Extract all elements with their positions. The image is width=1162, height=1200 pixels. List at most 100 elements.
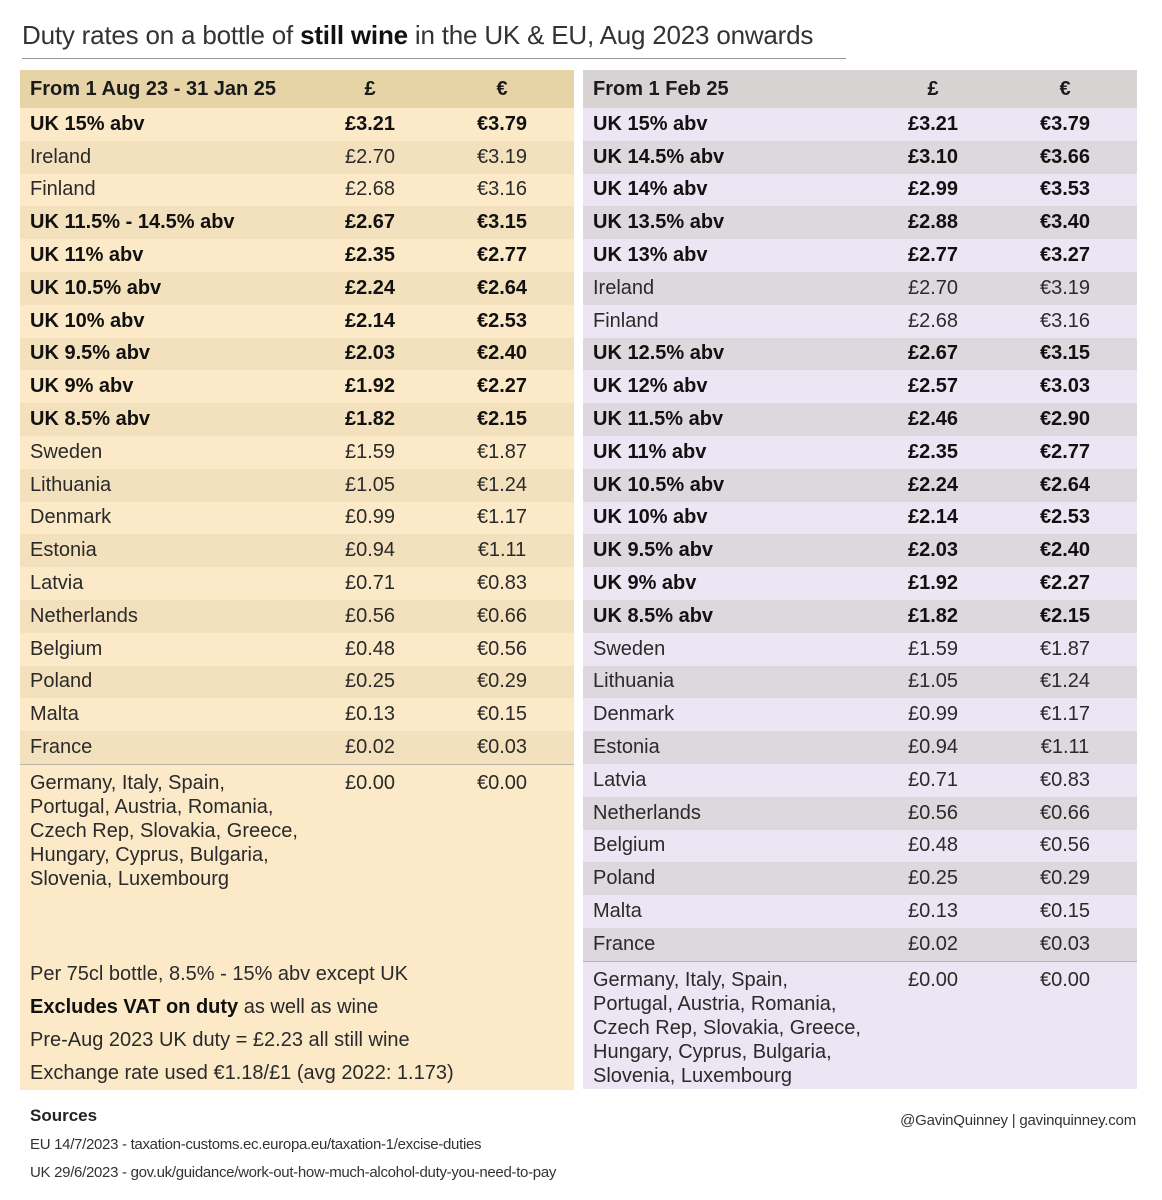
row-label: UK 11.5% abv <box>593 408 724 431</box>
row-gbp: £2.03 <box>344 342 396 365</box>
table-row: Finland £2.68 €3.16 <box>20 173 574 207</box>
row-label: UK 15% abv <box>30 112 145 135</box>
row-gbp: £2.57 <box>907 375 959 398</box>
note-per-bottle: Per 75cl bottle, 8.5% - 15% abv except U… <box>30 963 408 985</box>
row-eur: €0.66 <box>1039 801 1091 824</box>
row-gbp: £2.35 <box>344 244 396 267</box>
row-label: UK 12% abv <box>593 375 708 398</box>
row-gbp: £2.14 <box>344 309 396 332</box>
row-eur: €0.29 <box>476 670 528 693</box>
row-eur: €2.90 <box>1039 408 1091 431</box>
table-row: Malta £0.13 €0.15 <box>583 895 1137 928</box>
row-label: Belgium <box>30 637 103 660</box>
row-label: Belgium <box>593 834 666 857</box>
table-row: Malta £0.13 €0.15 <box>20 698 574 732</box>
row-eur: €2.27 <box>476 375 528 398</box>
table-row: UK 9.5% abv £2.03 €2.40 <box>583 534 1137 568</box>
row-eur: €1.87 <box>476 440 528 463</box>
row-label: UK 8.5% abv <box>593 604 714 627</box>
table-row: Netherlands £0.56 €0.66 <box>20 599 574 633</box>
table-row: Latvia £0.71 €0.83 <box>583 763 1137 797</box>
row-gbp: £1.05 <box>907 670 959 693</box>
row-eur: €2.64 <box>476 276 528 299</box>
row-label: UK 13.5% abv <box>593 211 725 234</box>
row-eur: €0.56 <box>476 637 528 660</box>
table-row: Belgium £0.48 €0.56 <box>583 829 1137 863</box>
row-label: UK 14.5% abv <box>593 145 725 168</box>
row-gbp: £2.68 <box>907 309 959 332</box>
table-body: UK 15% abv £3.21 €3.79 Ireland £2.70 €3.19 Fin… <box>20 108 574 764</box>
row-label: Netherlands <box>593 801 701 824</box>
row-gbp: £0.94 <box>907 736 959 759</box>
row-eur: €0.83 <box>476 572 528 595</box>
zero-duty-gbp: £0.00 <box>907 968 959 991</box>
row-label: Sweden <box>30 440 103 463</box>
footer: Sources EU 14/7/2023 - taxation-customs.… <box>0 1098 1162 1200</box>
table-row: Denmark £0.99 €1.17 <box>20 501 574 535</box>
row-eur: €1.24 <box>1039 670 1091 693</box>
row-eur: €1.87 <box>1039 637 1091 660</box>
table-row: UK 10% abv £2.14 €2.53 <box>20 304 574 338</box>
row-label: UK 9% abv <box>30 375 134 398</box>
row-gbp: £2.24 <box>344 276 396 299</box>
row-label: UK 13% abv <box>593 244 708 267</box>
row-eur: €2.40 <box>1039 539 1091 562</box>
row-label: UK 9% abv <box>593 572 697 595</box>
row-gbp: £3.21 <box>344 112 396 135</box>
row-label: Lithuania <box>593 670 675 693</box>
table-row: Belgium £0.48 €0.56 <box>20 632 574 666</box>
row-label: Lithuania <box>30 473 112 496</box>
row-gbp: £0.94 <box>344 539 396 562</box>
table-row: UK 11.5% abv £2.46 €2.90 <box>583 403 1137 436</box>
row-gbp: £0.99 <box>907 703 959 726</box>
note-exchange-rate: Exchange rate used €1.18/£1 (avg 2022: 1… <box>30 1062 454 1084</box>
row-label: France <box>30 736 93 759</box>
table-row: Sweden £1.59 €1.87 <box>20 435 574 469</box>
row-eur: €2.15 <box>476 408 528 431</box>
row-label: Malta <box>593 900 642 923</box>
row-label: France <box>593 932 656 955</box>
page-title: Duty rates on a bottle of still wine in … <box>22 18 862 58</box>
row-gbp: £0.99 <box>344 506 396 529</box>
row-label: UK 11% abv <box>593 440 707 463</box>
table-row: UK 8.5% abv £1.82 €2.15 <box>20 403 574 436</box>
row-gbp: £1.92 <box>344 375 396 398</box>
row-eur: €0.15 <box>476 703 528 726</box>
row-eur: €2.77 <box>1039 440 1091 463</box>
row-eur: €3.19 <box>476 145 528 168</box>
row-gbp: £2.46 <box>907 408 959 431</box>
row-eur: €0.56 <box>1039 834 1091 857</box>
row-label: Latvia <box>30 572 84 595</box>
header-eur: € <box>1059 77 1071 100</box>
notes: Per 75cl bottle, 8.5% - 15% abv except U… <box>30 958 454 1090</box>
table-row: UK 9% abv £1.92 €2.27 <box>20 370 574 404</box>
zero-duty-row: Germany, Italy, Spain, Portugal, Austria… <box>20 765 574 891</box>
table-row: Poland £0.25 €0.29 <box>583 862 1137 896</box>
row-label: UK 10.5% abv <box>30 276 162 299</box>
row-gbp: £0.71 <box>907 768 959 791</box>
table-row: Denmark £0.99 €1.17 <box>583 698 1137 732</box>
table-row: UK 14% abv £2.99 €3.53 <box>583 173 1137 207</box>
divider <box>20 763 574 765</box>
table-row: Lithuania £1.05 €1.24 <box>583 665 1137 699</box>
row-eur: €3.79 <box>1039 112 1091 135</box>
table-row: UK 13% abv £2.77 €3.27 <box>583 239 1137 272</box>
row-gbp: £2.70 <box>344 145 396 168</box>
zero-duty-countries: Germany, Italy, Spain, Portugal, Austria… <box>593 968 861 1087</box>
row-gbp: £2.88 <box>907 211 959 234</box>
row-label: UK 9.5% abv <box>30 342 151 365</box>
row-eur: €3.16 <box>476 178 528 201</box>
header-period: From 1 Aug 23 - 31 Jan 25 <box>30 77 277 100</box>
author-credit: @GavinQuinney | gavinquinney.com <box>900 1112 1136 1129</box>
row-gbp: £3.10 <box>907 145 959 168</box>
table-row: UK 11% abv £2.35 €2.77 <box>20 239 574 272</box>
zero-duty-eur: €0.00 <box>476 771 528 794</box>
table-row: UK 14.5% abv £3.10 €3.66 <box>583 140 1137 174</box>
row-label: Estonia <box>30 539 97 562</box>
zero-duty-gbp: £0.00 <box>344 771 396 794</box>
row-eur: €2.27 <box>1039 572 1091 595</box>
header-period: From 1 Feb 25 <box>593 77 729 100</box>
table-row: UK 11.5% - 14.5% abv £2.67 €3.15 <box>20 206 574 240</box>
row-gbp: £2.35 <box>907 440 959 463</box>
table-row: UK 10.5% abv £2.24 €2.64 <box>20 271 574 305</box>
